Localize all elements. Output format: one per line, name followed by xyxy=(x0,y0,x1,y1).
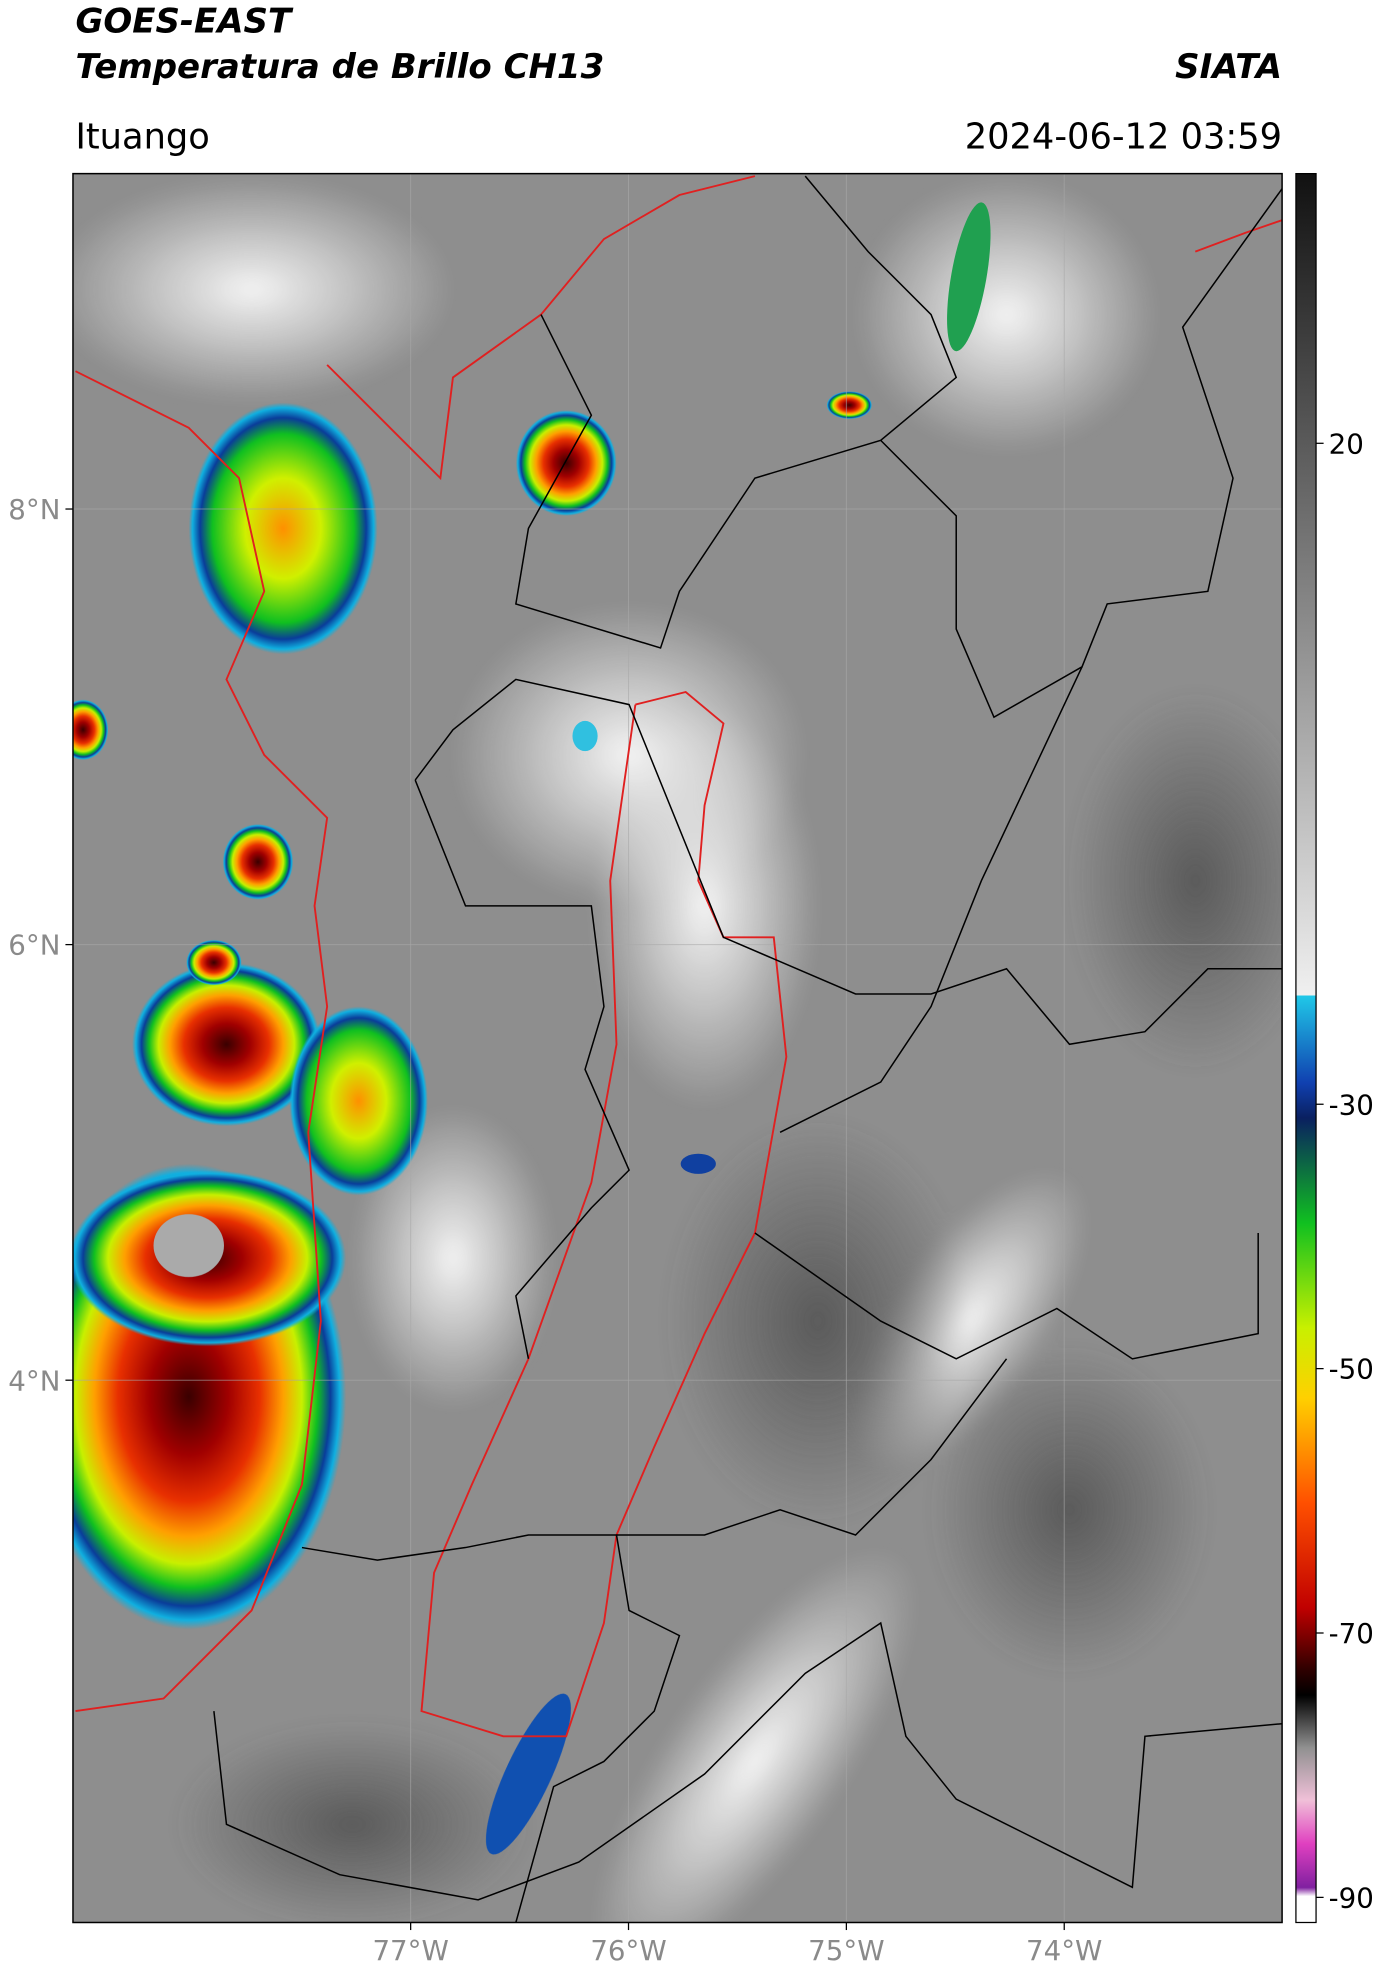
organization: SIATA xyxy=(1175,47,1282,87)
title-line2: Temperatura de Brillo CH13 xyxy=(75,47,604,87)
colorbar xyxy=(1295,172,1317,1924)
x-tick-label: 76°W xyxy=(590,1934,666,1967)
colorbar-ticks: 20 -30 -50 -70 -90 xyxy=(1316,427,1374,1914)
title-line1: GOES-EAST xyxy=(75,2,293,42)
x-tick-label: 77°W xyxy=(372,1934,448,1967)
y-tick-label: 4°N xyxy=(8,1364,60,1397)
colorbar-tick-label: 20 xyxy=(1329,427,1364,460)
colorbar-tick-label: -30 xyxy=(1329,1088,1374,1121)
y-tick-label: 8°N xyxy=(8,493,60,526)
border xyxy=(880,188,1283,719)
border xyxy=(616,1358,1008,1536)
border xyxy=(414,678,1283,1046)
border xyxy=(414,779,630,1359)
border xyxy=(213,1621,1283,1901)
x-tick-label: 74°W xyxy=(1026,1934,1102,1967)
cloud-texture xyxy=(72,176,1283,1923)
grid xyxy=(72,173,1283,1923)
colorbar-tick-label: -50 xyxy=(1329,1353,1374,1386)
coastline xyxy=(1194,219,1283,253)
coastline xyxy=(75,370,329,1713)
border xyxy=(779,666,1083,1134)
border xyxy=(754,1232,1259,1360)
map-ticks: 77°W 76°W 75°W 74°W 8°N 6°N 4°N xyxy=(8,493,1102,1967)
colorbar-tick-label: -90 xyxy=(1329,1881,1374,1914)
timestamp: 2024-06-12 03:59 xyxy=(965,116,1282,157)
location: Ituango xyxy=(75,116,209,157)
border xyxy=(515,175,958,649)
colorbar-tick-label: -70 xyxy=(1329,1617,1374,1650)
coastline xyxy=(326,175,756,481)
x-tick-label: 75°W xyxy=(808,1934,884,1967)
y-tick-label: 6°N xyxy=(8,929,60,962)
storm-cells xyxy=(72,202,991,1855)
border xyxy=(301,1534,681,1923)
map-frame xyxy=(72,172,1283,1924)
map-image xyxy=(72,173,1283,1923)
